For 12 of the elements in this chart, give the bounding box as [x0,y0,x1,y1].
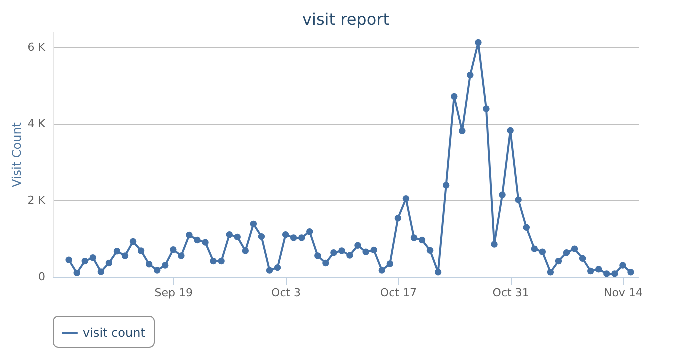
y-tick-label: 2 K [28,194,46,207]
x-tick-label: Oct 3 [272,286,302,300]
y-tick-label: 0 [38,270,46,284]
chart-title: visit report [302,10,390,29]
x-tick-label: Nov 14 [604,286,643,300]
y-tick-label: 4 K [28,117,46,130]
x-tick-label: Sep 19 [154,286,194,300]
y-axis-title: Visit Count [10,122,24,188]
x-tick-label: Oct 17 [380,286,417,300]
legend-label: visit count [83,326,146,340]
y-tick-label: 6 K [28,40,46,54]
x-tick-label: Oct 31 [492,286,530,300]
